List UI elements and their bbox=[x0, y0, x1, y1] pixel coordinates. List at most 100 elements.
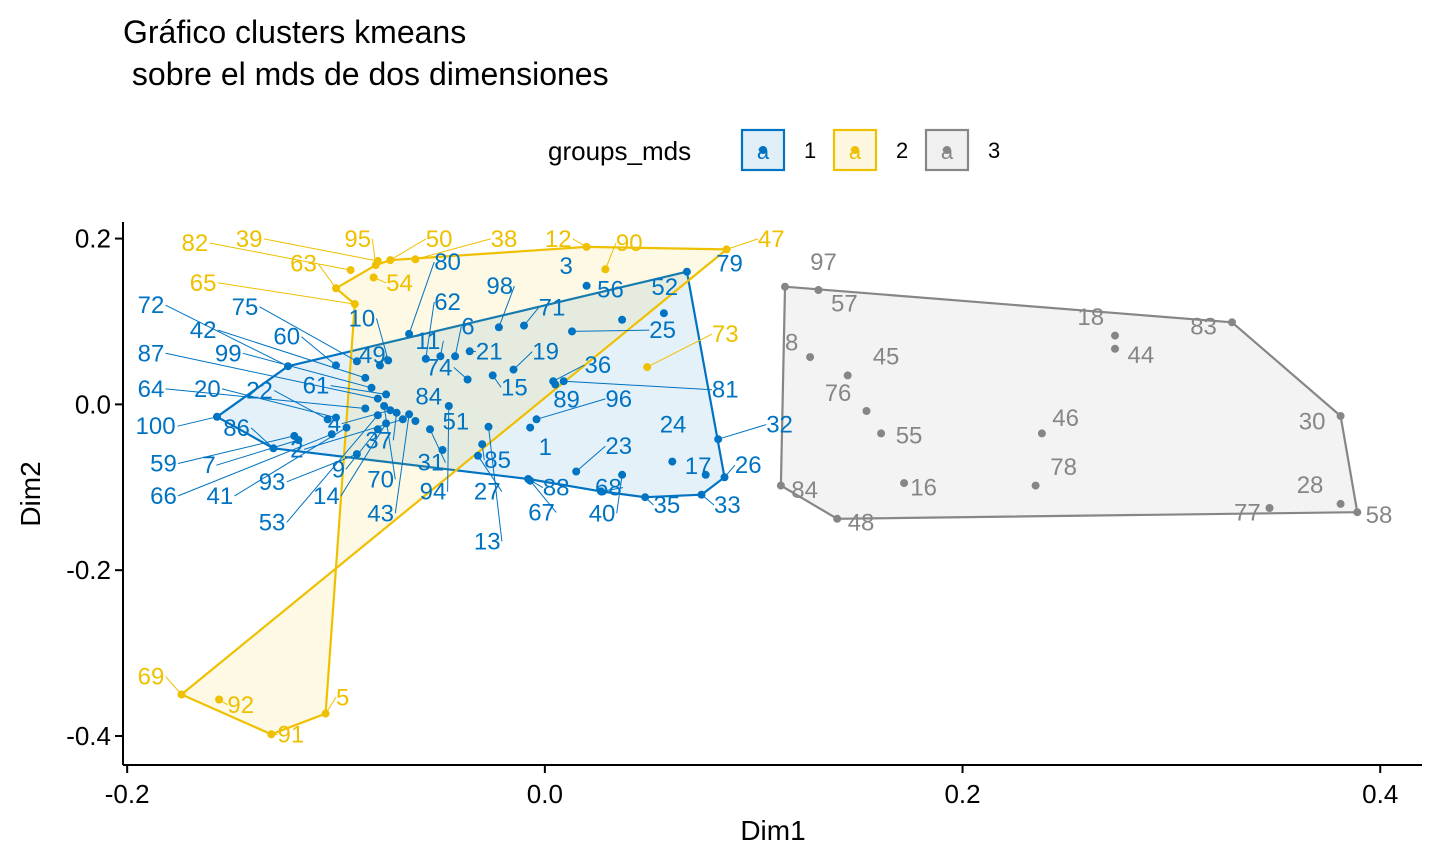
point-1-33 bbox=[697, 490, 706, 499]
point-2-73 bbox=[643, 363, 652, 372]
legend-key-dot bbox=[759, 146, 767, 154]
leader-line-75 bbox=[259, 306, 358, 362]
point-1-43 bbox=[405, 410, 414, 419]
point-3-18 bbox=[1111, 331, 1119, 340]
point-label-75: 75 bbox=[232, 294, 259, 321]
point-2-54 bbox=[369, 273, 378, 282]
point-1-75 bbox=[352, 357, 361, 366]
point-label-3: 3 bbox=[560, 253, 573, 280]
y-axis-title: Dim2 bbox=[15, 461, 46, 526]
point-label-61: 61 bbox=[303, 373, 330, 400]
point-label-45: 45 bbox=[873, 344, 900, 371]
point-1-100 bbox=[213, 412, 221, 421]
point-2-5 bbox=[321, 709, 330, 718]
point-1-53 bbox=[373, 411, 382, 420]
point-1-68 bbox=[597, 487, 606, 496]
point-label-18: 18 bbox=[1077, 304, 1104, 331]
point-label-90: 90 bbox=[616, 230, 643, 257]
point-label-4: 4 bbox=[328, 411, 341, 438]
x-axis-title: Dim1 bbox=[740, 815, 805, 846]
point-1-22 bbox=[323, 415, 332, 424]
leader-line-50 bbox=[390, 238, 427, 261]
point-1-98 bbox=[494, 323, 503, 332]
point-1-42 bbox=[361, 373, 370, 382]
point-label-89: 89 bbox=[553, 387, 580, 414]
leader-line-36 bbox=[552, 364, 585, 382]
leader-line-14 bbox=[340, 423, 387, 497]
point-1-27 bbox=[474, 451, 482, 460]
cluster-hulls bbox=[180, 245, 1359, 736]
point-1-81 bbox=[559, 377, 568, 386]
point-1-60 bbox=[332, 361, 340, 370]
point-label-30: 30 bbox=[1299, 408, 1326, 435]
leader-line-37 bbox=[392, 412, 398, 441]
leader-line-99 bbox=[242, 352, 372, 389]
point-3-78 bbox=[1031, 481, 1040, 490]
leader-line-72 bbox=[165, 304, 289, 367]
point-3-77 bbox=[1265, 504, 1274, 512]
y-tick-label: 0.0 bbox=[75, 389, 111, 419]
point-label-42: 42 bbox=[190, 317, 217, 344]
point-label-100: 100 bbox=[136, 413, 176, 440]
point-label-44: 44 bbox=[1128, 342, 1155, 369]
point-label-26: 26 bbox=[735, 452, 762, 479]
point-1-23 bbox=[572, 467, 581, 476]
leader-line-42 bbox=[217, 329, 366, 379]
point-1-99 bbox=[367, 383, 376, 392]
point-1-32 bbox=[714, 435, 723, 444]
leader-line-31 bbox=[429, 429, 446, 463]
point-1-17 bbox=[701, 470, 710, 479]
point-label-35: 35 bbox=[654, 492, 681, 519]
x-tick-label: -0.2 bbox=[105, 779, 150, 809]
leader-line-70 bbox=[383, 405, 396, 480]
leader-line-6 bbox=[454, 326, 462, 357]
point-1-19 bbox=[509, 365, 518, 374]
point-label-88: 88 bbox=[543, 475, 570, 502]
point-3-76 bbox=[862, 407, 871, 415]
point-1-21 bbox=[465, 347, 474, 356]
point-1-49 bbox=[375, 361, 384, 370]
point-label-12: 12 bbox=[545, 226, 572, 253]
point-label-52: 52 bbox=[651, 274, 678, 301]
point-label-7: 7 bbox=[202, 452, 215, 479]
point-1-9 bbox=[373, 425, 382, 434]
leader-line-19 bbox=[513, 351, 533, 370]
leader-line-61 bbox=[330, 385, 387, 395]
point-label-54: 54 bbox=[386, 270, 413, 297]
x-tick-label: 0.4 bbox=[1362, 779, 1398, 809]
point-1-74 bbox=[463, 375, 472, 384]
legend-item-1: a1 bbox=[740, 128, 816, 172]
point-1-25 bbox=[568, 327, 576, 336]
leader-line-10 bbox=[376, 318, 389, 361]
point-label-24: 24 bbox=[660, 412, 687, 439]
point-label-51: 51 bbox=[443, 408, 470, 435]
point-label-62: 62 bbox=[434, 289, 461, 316]
legend-key-dot bbox=[851, 146, 859, 154]
point-label-15: 15 bbox=[501, 374, 528, 401]
point-label-70: 70 bbox=[367, 466, 394, 493]
point-1-71 bbox=[520, 321, 528, 330]
point-1-64 bbox=[361, 404, 370, 413]
leader-line-43 bbox=[394, 414, 410, 514]
point-label-79: 79 bbox=[716, 251, 743, 278]
point-label-47: 47 bbox=[758, 226, 785, 253]
legend-key-1 bbox=[740, 128, 786, 172]
point-label-50: 50 bbox=[426, 226, 453, 253]
point-label-31: 31 bbox=[418, 450, 445, 477]
x-tick-label: 0.0 bbox=[527, 779, 563, 809]
point-3-84 bbox=[776, 481, 785, 490]
point-2-91 bbox=[267, 730, 276, 739]
leader-line-62 bbox=[425, 301, 435, 359]
point-label-73: 73 bbox=[712, 321, 739, 348]
leader-line-63 bbox=[317, 263, 337, 289]
point-3-45 bbox=[843, 371, 852, 380]
point-1-66 bbox=[327, 430, 336, 439]
leader-line-9 bbox=[345, 428, 379, 470]
point-1-37 bbox=[392, 408, 401, 417]
point-label-60: 60 bbox=[273, 324, 300, 351]
point-label-19: 19 bbox=[532, 339, 559, 366]
point-1-6 bbox=[451, 352, 460, 361]
leader-line-20 bbox=[221, 388, 337, 419]
